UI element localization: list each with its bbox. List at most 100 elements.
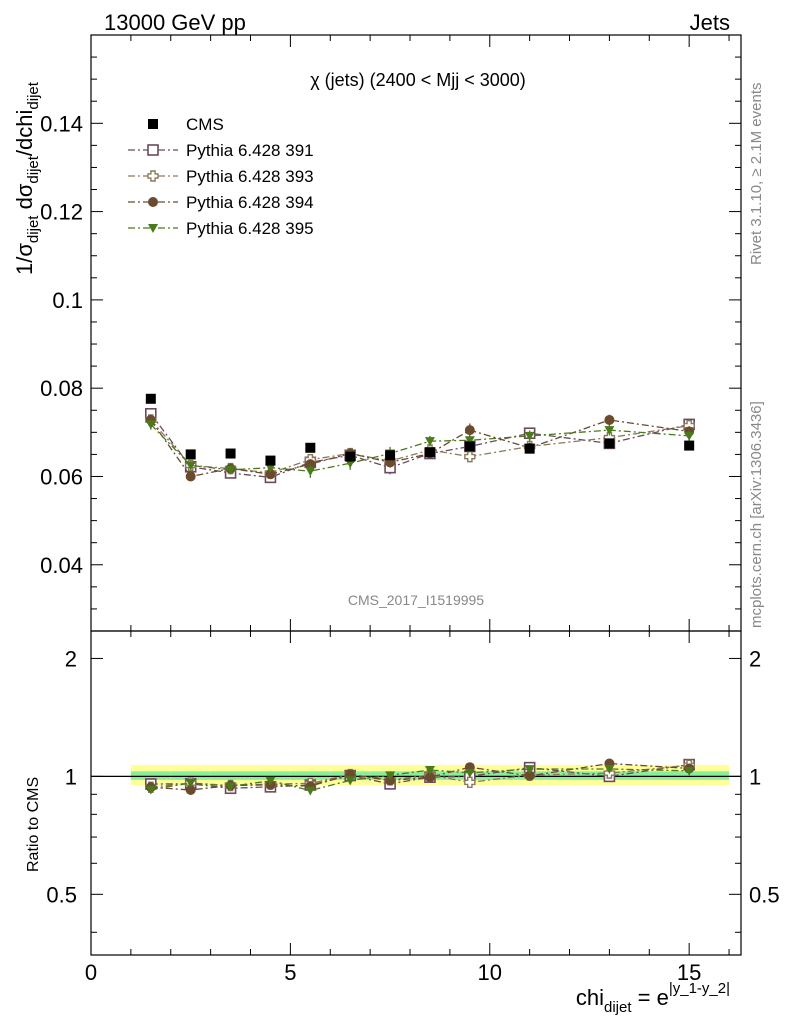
data-point [265, 463, 276, 473]
data-point [464, 425, 475, 436]
ratio-point [424, 766, 435, 776]
watermark: CMS_2017_I1519995 [348, 592, 484, 608]
mcplots-label: mcplots.cern.ch [arXiv:1306.3436] [748, 401, 765, 628]
cms-data-point [225, 448, 236, 459]
cms-data-point [524, 443, 535, 454]
ratio-point [185, 784, 196, 795]
ratio-band-inner [290, 771, 331, 780]
y-axis-label: 1/σdijet dσdijet/dchidijet [12, 81, 42, 275]
ratio-tick-label-right: 0.5 [749, 882, 780, 907]
ratio-point [524, 770, 535, 781]
ratio-tick-label: 0.5 [46, 882, 77, 907]
ratio-point [524, 765, 535, 775]
data-point [604, 414, 615, 425]
legend-label: Pythia 6.428 391 [186, 141, 314, 160]
panel-title: χ (jets) (2400 < Mjj < 3000) [310, 70, 526, 90]
y-tick-label: 0.04 [40, 553, 83, 578]
y-tick-label: 0.1 [52, 288, 83, 313]
ratio-point [305, 786, 316, 796]
data-point [464, 450, 476, 463]
ratio-band-inner [250, 771, 291, 780]
data-point [464, 436, 475, 446]
ratio-panel: 0 5 10 15 0.5 0.5 1 1 2 2 [46, 630, 780, 985]
data-point [145, 420, 156, 430]
data-point [684, 431, 695, 441]
series-line [150, 419, 690, 474]
legend-label: CMS [186, 115, 224, 134]
ratio-series-line [150, 762, 690, 791]
ratio-point [684, 766, 695, 776]
x-axis-label: chidijet = e|y_1-y_2| [576, 980, 730, 1016]
ratio-point [424, 772, 435, 783]
x-tick-label: 15 [677, 960, 701, 985]
legend-marker [148, 224, 158, 233]
legend-label: Pythia 6.428 394 [186, 193, 314, 212]
series-line [150, 423, 690, 472]
series-line [150, 413, 690, 479]
main-panel: 0.04 0.06 0.08 0.1 0.12 0.14 CMS Pythia 6.428 3… [40, 34, 742, 632]
ratio-tick-label: 1 [65, 764, 77, 789]
ratio-point [385, 775, 396, 786]
cms-data-point [265, 455, 276, 466]
x-tick-label: 0 [85, 960, 97, 985]
cms-data-point [385, 450, 396, 461]
ratio-tick-label-right: 2 [749, 646, 761, 671]
data-point [185, 471, 196, 482]
x-tick-label: 5 [284, 960, 296, 985]
data-point [185, 461, 196, 471]
y-tick-label: 0.06 [40, 464, 83, 489]
data-point [265, 469, 276, 480]
ratio-tick-label: 2 [65, 646, 77, 671]
cms-data-point [604, 438, 615, 449]
ratio-series-4 [145, 764, 695, 796]
ratio-y-label: Ratio to CMS [25, 777, 42, 872]
legend-label: Pythia 6.428 393 [186, 167, 314, 186]
ratio-frame [90, 630, 742, 956]
ratio-point [345, 776, 356, 786]
header-left: 13000 GeV pp [104, 10, 246, 35]
data-point [424, 437, 435, 447]
ratio-point [464, 768, 475, 778]
data-point [524, 431, 535, 441]
labels: 13000 GeV pp Jets χ (jets) (2400 < Mjj <… [12, 10, 765, 1016]
y-tick-label: 0.12 [40, 200, 83, 225]
series-4 [145, 419, 695, 478]
y-tick-label: 0.14 [40, 111, 83, 136]
ratio-point [385, 771, 396, 781]
header-right: Jets [690, 10, 730, 35]
ratio-point [145, 785, 156, 795]
cms-data-point [464, 441, 475, 452]
ratio-band-inner [170, 771, 211, 780]
ratio-band-inner [130, 771, 171, 780]
x-tick-label: 10 [478, 960, 502, 985]
data-point [305, 459, 316, 470]
ratio-band-inner [210, 771, 251, 780]
data-point [604, 426, 615, 436]
legend-marker [148, 197, 158, 207]
rivet-label: Rivet 3.1.10, ≥ 2.1M events [748, 83, 765, 266]
cms-data-point [345, 451, 356, 462]
cms-data-point [684, 440, 695, 451]
cms-data-point [145, 393, 156, 404]
legend-label: Pythia 6.428 395 [186, 219, 314, 238]
data-point [225, 465, 236, 475]
ratio-point [225, 782, 236, 792]
ratio-point [464, 776, 476, 789]
ratio-point [265, 776, 276, 786]
ratio-tick-label-right: 1 [749, 764, 761, 789]
ratio-series-line [150, 768, 690, 792]
cms-data [145, 393, 695, 466]
cms-data-point [185, 449, 196, 460]
cms-data-point [424, 447, 435, 458]
legend-marker [147, 144, 159, 156]
legend-marker [147, 170, 159, 182]
series-line [150, 419, 690, 478]
ratio-point [604, 764, 615, 774]
legend-marker [148, 119, 158, 129]
cms-data-point [305, 442, 316, 453]
data-point [305, 467, 316, 477]
legend: CMS Pythia 6.428 391 Pythia 6.428 393 Pythi… [128, 115, 314, 238]
ratio-point [185, 779, 196, 789]
y-tick-label: 0.08 [40, 376, 83, 401]
